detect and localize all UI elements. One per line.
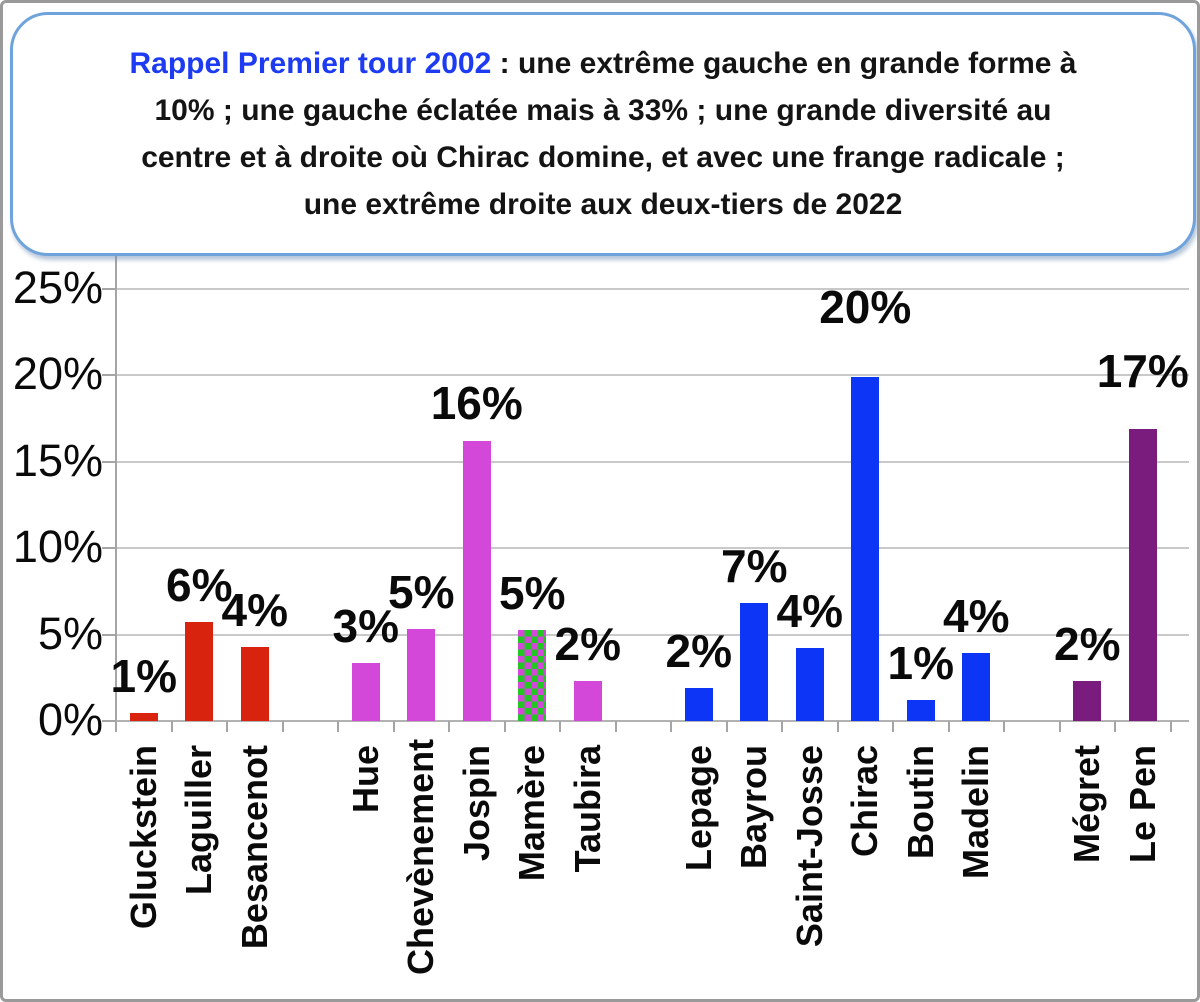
chart-title-box: Rappel Premier tour 2002 : une extrême g… — [10, 12, 1196, 256]
y-axis-tick — [102, 287, 116, 290]
bar-le-pen — [1128, 429, 1157, 721]
title-line: 10% ; une gauche éclatée mais à 33% ; un… — [154, 87, 1051, 134]
title-line: Rappel Premier tour 2002 : une extrême g… — [129, 40, 1076, 87]
x-axis-tick — [170, 721, 173, 732]
x-axis-tick — [226, 721, 228, 732]
title-text: centre et à droite où Chirac domine, et … — [141, 141, 1065, 174]
bar-lepage — [684, 688, 713, 721]
category-label: Hue — [344, 745, 386, 814]
category-label: Taubira — [566, 745, 608, 873]
x-axis-tick — [1169, 721, 1172, 732]
bar-saint-josse — [795, 647, 824, 721]
bar-taubira — [573, 680, 602, 721]
x-axis-tick — [614, 721, 617, 732]
x-axis-baseline — [116, 720, 1189, 722]
y-tick-label: 5% — [37, 607, 103, 659]
category-label: Gluckstein — [122, 745, 164, 930]
x-axis-tick — [1114, 721, 1116, 732]
x-axis-tick — [670, 721, 672, 732]
y-tick-label: 15% — [12, 434, 103, 486]
category-label: Jospin — [455, 745, 497, 862]
y-axis-line — [115, 256, 117, 732]
y-tick-label: 0% — [37, 694, 103, 745]
category-label: Mégret — [1066, 745, 1108, 864]
y-axis-tick — [102, 633, 116, 636]
category-label: Besancenot — [233, 745, 275, 950]
category-label: Boutin — [899, 745, 941, 859]
category-label: Madelin — [955, 745, 997, 880]
y-tick-label: 25% — [12, 261, 103, 313]
x-axis-tick — [337, 721, 339, 732]
category-label: Saint-Josse — [788, 745, 830, 948]
bar-chart-plot: 0% 5% 10% 15% 20% 25% 1% Gluckstein 6% Laguiller 4… — [3, 3, 1197, 999]
category-label: Lepage — [677, 745, 719, 872]
bar-gluckstein — [129, 712, 158, 721]
value-label: 2% — [1054, 617, 1121, 670]
category-label: Laguiller — [178, 745, 220, 896]
value-label: 20% — [819, 281, 912, 334]
bar-hue — [351, 662, 380, 721]
gridline — [116, 287, 1189, 290]
value-label: 1% — [110, 649, 177, 702]
x-axis-tick — [1003, 721, 1005, 732]
category-label: Chevènement — [400, 738, 442, 975]
value-label: 4% — [221, 584, 288, 637]
value-label: 2% — [554, 617, 621, 670]
x-axis-tick — [115, 721, 117, 732]
bar-bayrou — [740, 602, 769, 721]
y-axis-tick — [102, 720, 116, 722]
title-text: une extrême droite aux deux-tiers de 202… — [303, 188, 903, 221]
value-label: 3% — [332, 599, 399, 652]
title-text: 10% ; une gauche éclatée mais à 33% ; un… — [154, 94, 1052, 127]
gridline — [116, 633, 1189, 636]
gridline — [116, 374, 1189, 376]
bar-madelin — [962, 653, 991, 721]
x-axis-tick — [448, 721, 450, 732]
value-label: 6% — [166, 559, 233, 612]
x-axis-tick — [503, 721, 506, 732]
bar-m-gret — [1073, 680, 1102, 721]
x-axis-tick — [281, 721, 284, 732]
category-label: Chirac — [844, 745, 886, 858]
gridline — [116, 460, 1189, 463]
bar-chev-nement — [407, 628, 436, 721]
value-label: 7% — [721, 539, 788, 592]
x-axis-tick — [1058, 721, 1061, 732]
value-label: 4% — [943, 590, 1010, 643]
bar-mam-re — [518, 630, 547, 721]
gridline — [116, 547, 1189, 549]
x-axis-tick — [725, 721, 728, 732]
x-axis-tick — [392, 721, 395, 732]
y-axis-tick — [102, 547, 116, 549]
bar-laguiller — [185, 622, 214, 721]
y-axis-tick — [102, 374, 116, 376]
category-label: Le Pen — [1121, 745, 1163, 864]
value-label: 1% — [887, 637, 954, 690]
bar-besancenot — [240, 647, 269, 721]
value-label: 5% — [499, 567, 566, 620]
y-axis-tick — [102, 460, 116, 463]
y-tick-label: 10% — [12, 521, 103, 572]
title-text: : une extrême gauche en grande forme à — [491, 47, 1077, 80]
value-label: 4% — [776, 584, 843, 637]
category-label: Mamère — [511, 745, 553, 882]
x-axis-tick — [836, 721, 839, 732]
x-axis-tick — [947, 721, 950, 732]
bar-jospin — [462, 441, 491, 721]
value-label: 5% — [388, 565, 455, 618]
bar-boutin — [906, 700, 935, 721]
value-label: 16% — [430, 377, 523, 430]
x-axis-tick — [559, 721, 561, 732]
x-axis-tick — [781, 721, 783, 732]
title-highlight: Rappel Premier tour 2002 — [129, 47, 492, 80]
title-line: une extrême droite aux deux-tiers de 202… — [304, 181, 903, 228]
y-tick-label: 20% — [12, 348, 103, 399]
title-line: centre et à droite où Chirac domine, et … — [141, 134, 1065, 181]
x-axis-tick — [892, 721, 894, 732]
bar-chirac — [851, 377, 880, 721]
value-label: 17% — [1096, 345, 1189, 398]
category-label: Bayrou — [733, 745, 775, 870]
value-label: 2% — [665, 625, 732, 678]
